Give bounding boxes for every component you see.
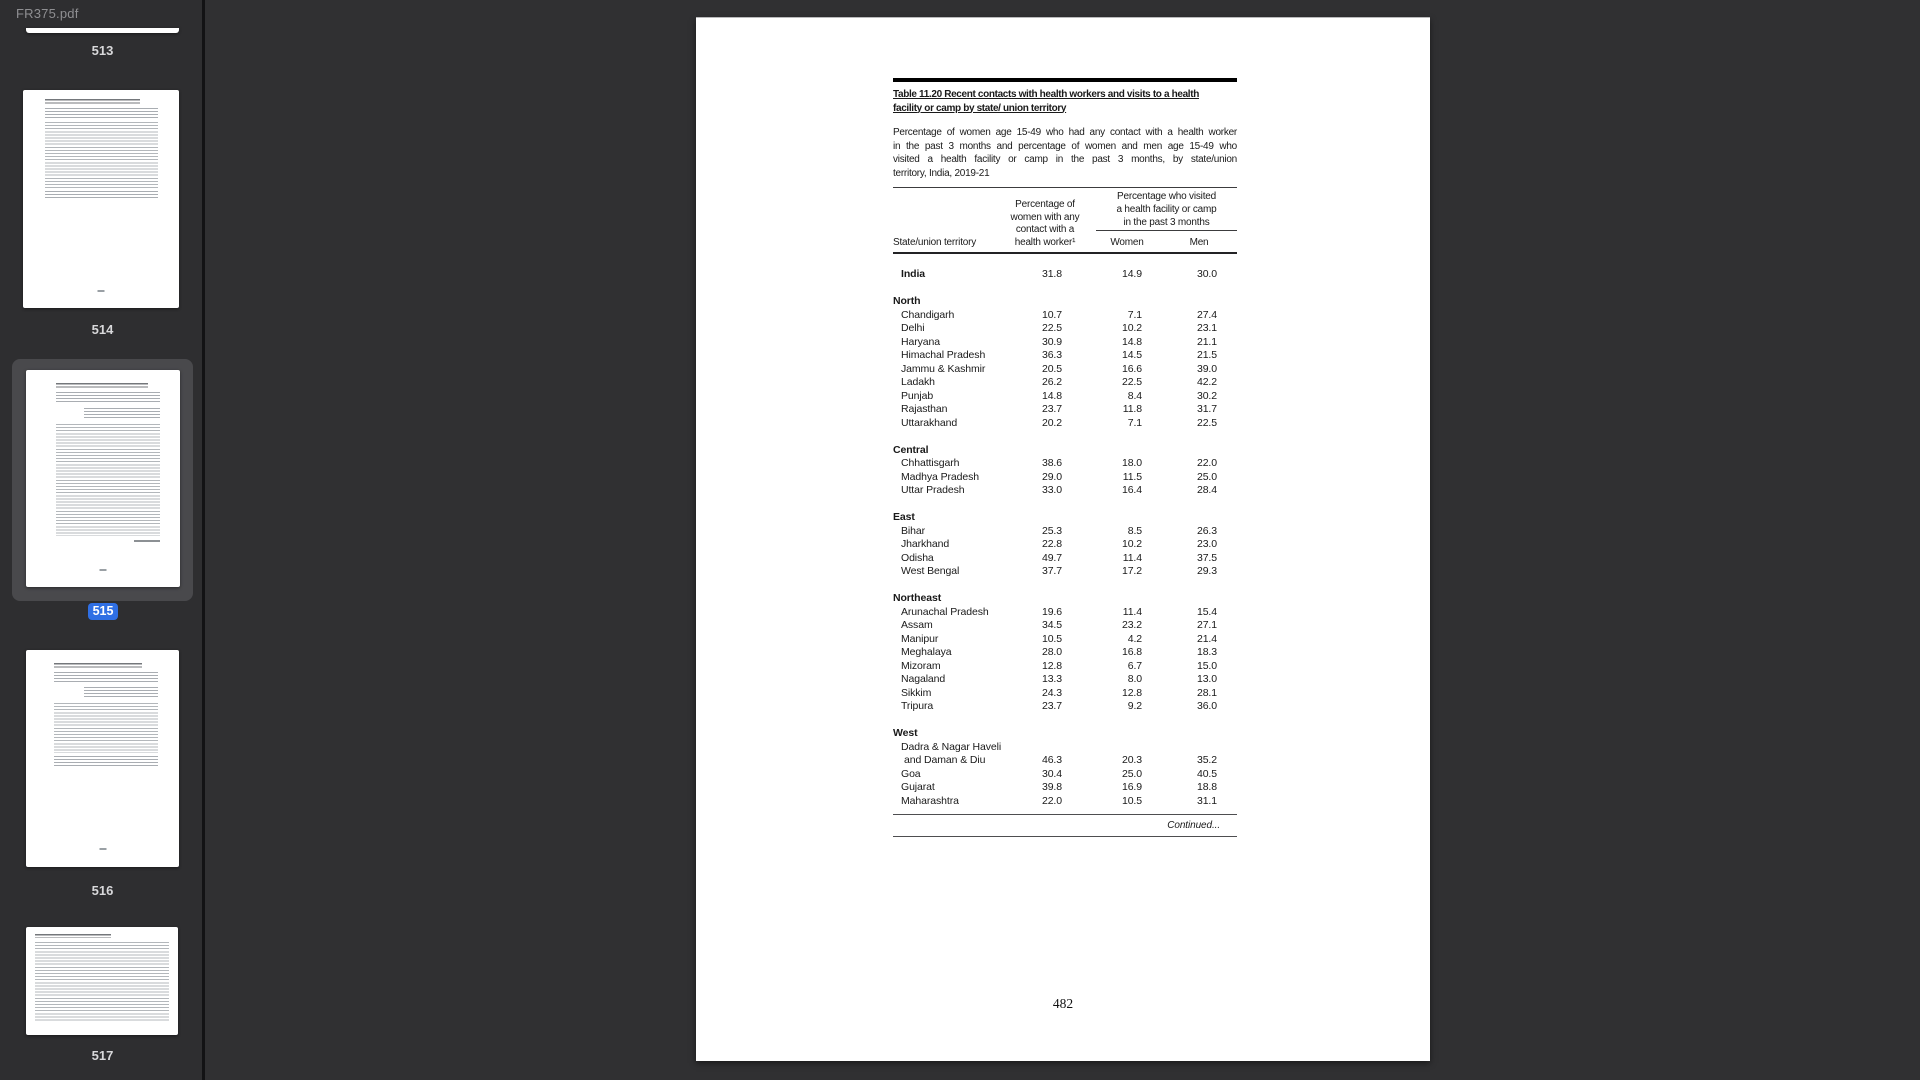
column-header-women: Women: [1110, 237, 1144, 249]
table-row: Uttarakhand 20.2 7.1 22.5: [901, 416, 1217, 429]
thumbnail-sidebar[interactable]: FR375.pdf 513 514 515 516 517: [0, 0, 205, 1080]
table-row: Gujarat 39.8 16.9 18.8: [901, 781, 1217, 793]
thumbnail-preview: [35, 934, 111, 938]
table-rows: India 31.8 14.9 30.0 North Chandigarh 10.7 7.1 2…: [893, 254, 1237, 814]
table-section-row: West: [893, 727, 918, 739]
table-row: West Bengal 37.7 17.2 29.3: [901, 565, 1217, 577]
table-gap-row: [893, 498, 1237, 512]
page-number: 482: [1052, 996, 1074, 1011]
table-row: Goa 30.4 25.0 40.5: [901, 767, 1217, 780]
table-row: Chhattisgarh 38.6 18.0 22.0: [901, 457, 1217, 469]
thumbnail-label-516: 516: [91, 883, 114, 898]
table-row: and Daman & Diu 46.3 20.3 35.2: [904, 754, 1217, 766]
table-row: Chandigarh 10.7 7.1 27.4: [901, 308, 1217, 321]
thumbnail-label-517: 517: [91, 1048, 114, 1063]
thumbnail-label-515-selected: 515: [88, 603, 118, 620]
table-row: India 31.8 14.9 30.0: [901, 268, 1217, 280]
table-title: Table 11.20 Recent contacts with health …: [893, 89, 1199, 114]
table-row: Uttar Pradesh 33.0 16.4 28.4: [901, 484, 1217, 496]
column-header-contact: Percentage of women with any contact with …: [1010, 198, 1080, 249]
table-row: Madhya Pradesh 29.0 11.5 25.0: [901, 470, 1217, 483]
thumbnail-label-514: 514: [91, 322, 114, 337]
thumbnail-label-513: 513: [91, 43, 114, 58]
table-row: Ladakh 26.2 22.5 42.2: [901, 376, 1217, 388]
table-row: Arunachal Pradesh 19.6 11.4 15.4: [901, 605, 1217, 618]
table-row: Himachal Pradesh 36.3 14.5 21.5: [901, 349, 1217, 361]
table-row: Bihar 25.3 8.5 26.3: [901, 524, 1217, 537]
table-row: Haryana 30.9 14.8 21.1: [901, 335, 1217, 348]
column-header-visit-span: Percentage who visited a health facility …: [1096, 191, 1237, 232]
table-gap-row: [893, 714, 1237, 728]
table-block: Table 11.20 Recent contacts with health …: [893, 78, 1237, 837]
table-gap-row: [893, 579, 1237, 593]
table-row: Jammu & Kashmir 20.5 16.6 39.0: [901, 362, 1217, 375]
continued-label: Continued...: [893, 814, 1237, 837]
table-section-row: North: [893, 295, 921, 307]
table-row: Mizoram 12.8 6.7 15.0: [901, 659, 1217, 672]
thumbnail-preview: [56, 383, 148, 389]
table-row: Nagaland 13.3 8.0 13.0: [901, 673, 1217, 685]
table-row: Sikkim 24.3 12.8 28.1: [901, 686, 1217, 699]
table-row: Rajasthan 23.7 11.8 31.7: [901, 403, 1217, 415]
thumbnail-page-516[interactable]: [26, 650, 179, 867]
table-section-row: East: [893, 511, 915, 523]
pdf-page: Table 11.20 Recent contacts with health …: [696, 18, 1430, 1061]
table-row: Maharashtra 22.0 10.5 31.1: [901, 794, 1217, 807]
column-header-state: State/union territory: [893, 237, 977, 249]
thumbnail-page-515[interactable]: [26, 370, 180, 587]
table-gap-row: [893, 282, 1237, 296]
table-row: Assam 34.5 23.2 27.1: [901, 619, 1217, 631]
window-title: FR375.pdf: [16, 6, 79, 21]
table-row: Jharkhand 22.8 10.2 23.0: [901, 538, 1217, 550]
document-viewport[interactable]: Table 11.20 Recent contacts with health …: [208, 0, 1920, 1080]
thumbnail-page-517[interactable]: [26, 927, 178, 1035]
table-section-row: Northeast: [893, 592, 942, 604]
table-header: State/union territory Percentage of women…: [893, 187, 1237, 254]
thumbnail-preview: [45, 99, 140, 105]
table-gap-row: [893, 430, 1237, 444]
table-top-rule: [893, 78, 1237, 82]
thumbnail-page-514[interactable]: [23, 90, 179, 308]
column-header-men: Men: [1189, 237, 1209, 249]
table-row: Meghalaya 28.0 16.8 18.3: [901, 646, 1217, 658]
table-section-row: Central: [893, 443, 929, 456]
table-row: Manipur 10.5 4.2 21.4: [901, 632, 1217, 645]
table-row: Dadra & Nagar Haveli: [901, 740, 1002, 753]
table-row: Punjab 14.8 8.4 30.2: [901, 389, 1217, 402]
table-row: Delhi 22.5 10.2 23.1: [901, 322, 1217, 334]
table-row: Tripura 23.7 9.2 36.0: [901, 700, 1217, 712]
thumbnail-preview: [54, 663, 142, 669]
thumbnail-page-513[interactable]: [26, 28, 179, 33]
table-row: Odisha 49.7 11.4 37.5: [901, 551, 1217, 564]
table-intro: Percentage of women age 15-49 who had an…: [893, 127, 1237, 179]
